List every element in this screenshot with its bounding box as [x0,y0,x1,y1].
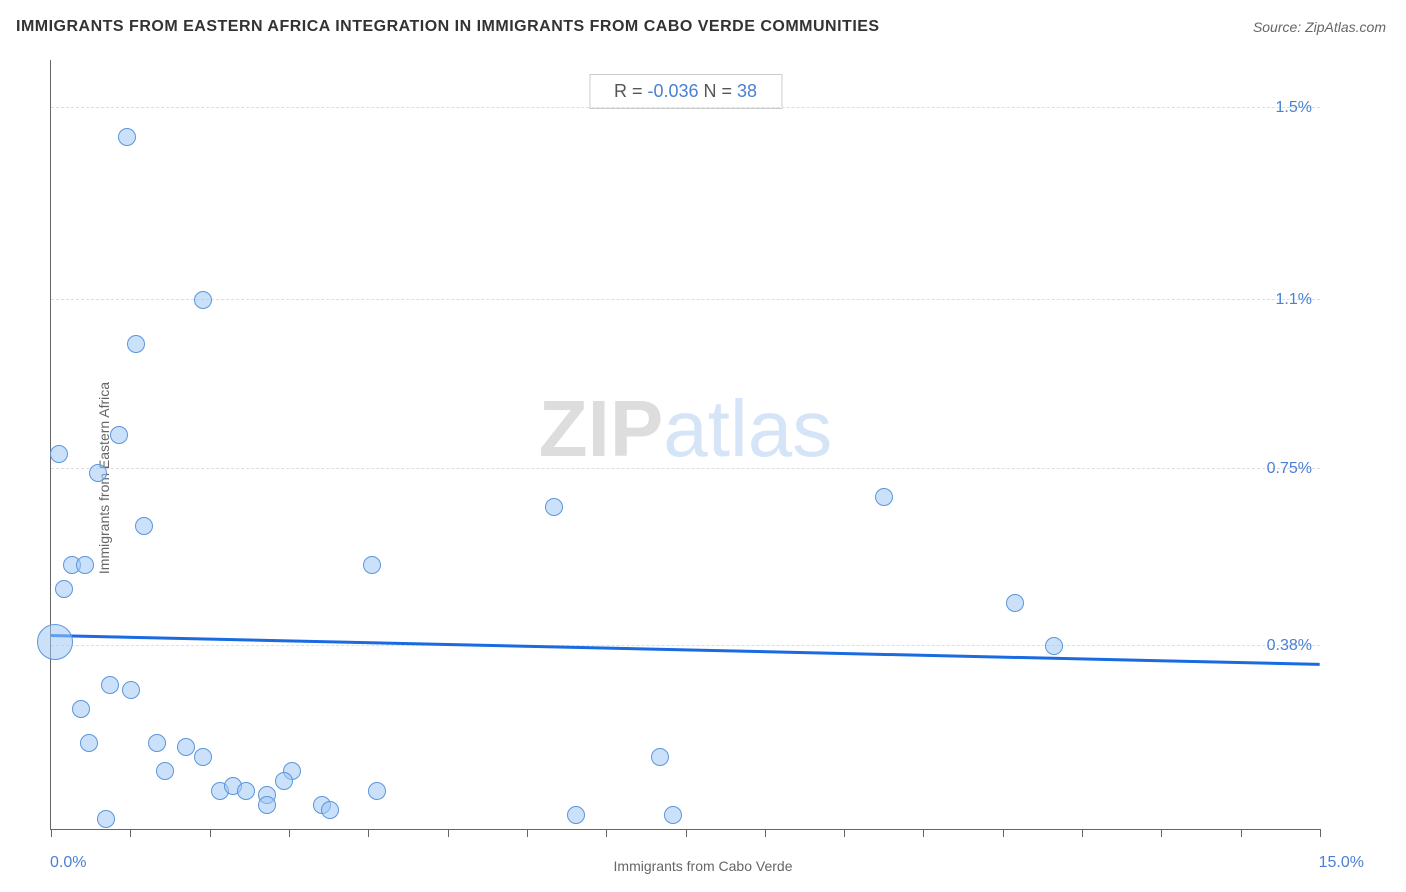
watermark-zip: ZIP [539,384,663,473]
y-tick-label: 1.1% [1276,291,1312,309]
scatter-point [567,806,585,824]
scatter-point [156,762,174,780]
scatter-point [321,801,339,819]
scatter-point [275,772,293,790]
x-tick [1082,829,1083,837]
scatter-point [1045,637,1063,655]
x-tick [765,829,766,837]
x-tick [51,829,52,837]
scatter-point [875,488,893,506]
x-tick [130,829,131,837]
r-value: -0.036 [647,81,698,101]
x-tick-max-label: 15.0% [1319,854,1364,872]
watermark-atlas: atlas [663,384,832,473]
y-tick-label: 0.75% [1267,460,1312,478]
gridline [51,468,1320,469]
scatter-point [368,782,386,800]
x-tick [210,829,211,837]
source-prefix: Source: [1253,19,1305,35]
scatter-point [101,676,119,694]
x-tick [1003,829,1004,837]
watermark: ZIPatlas [539,383,832,475]
scatter-point [1006,594,1024,612]
x-tick [844,829,845,837]
x-tick [923,829,924,837]
scatter-point [37,624,73,660]
y-tick-label: 1.5% [1276,99,1312,117]
scatter-point [651,748,669,766]
x-tick [527,829,528,837]
x-tick [289,829,290,837]
scatter-point [135,517,153,535]
scatter-point [127,335,145,353]
scatter-point [237,782,255,800]
x-tick [368,829,369,837]
trend-line [51,634,1320,665]
source-name: ZipAtlas.com [1305,19,1386,35]
gridline [51,299,1320,300]
scatter-point [76,556,94,574]
scatter-point [72,700,90,718]
scatter-point [110,426,128,444]
scatter-point [55,580,73,598]
n-label: N = [699,81,738,101]
x-tick-min-label: 0.0% [50,854,86,872]
scatter-point [363,556,381,574]
x-axis-label: Immigrants from Cabo Verde [614,858,793,874]
source-attribution: Source: ZipAtlas.com [1253,19,1386,35]
scatter-point [50,445,68,463]
scatter-point [664,806,682,824]
gridline [51,107,1320,108]
scatter-point [80,734,98,752]
scatter-point [545,498,563,516]
scatter-point [194,748,212,766]
x-tick [1161,829,1162,837]
x-tick [448,829,449,837]
gridline [51,645,1320,646]
scatter-point [122,681,140,699]
scatter-point [258,796,276,814]
chart-container: Immigrants from Eastern Africa Immigrant… [0,50,1406,892]
r-label: R = [614,81,648,101]
scatter-point [148,734,166,752]
x-tick [1241,829,1242,837]
scatter-point [194,291,212,309]
scatter-point [177,738,195,756]
plot-area: ZIPatlas R = -0.036 N = 38 0.38% 0.75% 1.1… [50,60,1320,830]
stats-box: R = -0.036 N = 38 [589,74,782,109]
y-tick-label: 0.38% [1267,637,1312,655]
n-value: 38 [737,81,757,101]
scatter-point [118,128,136,146]
chart-title: IMMIGRANTS FROM EASTERN AFRICA INTEGRATI… [16,18,880,36]
scatter-point [89,464,107,482]
x-tick [686,829,687,837]
scatter-point [97,810,115,828]
x-tick [1320,829,1321,837]
x-tick [606,829,607,837]
